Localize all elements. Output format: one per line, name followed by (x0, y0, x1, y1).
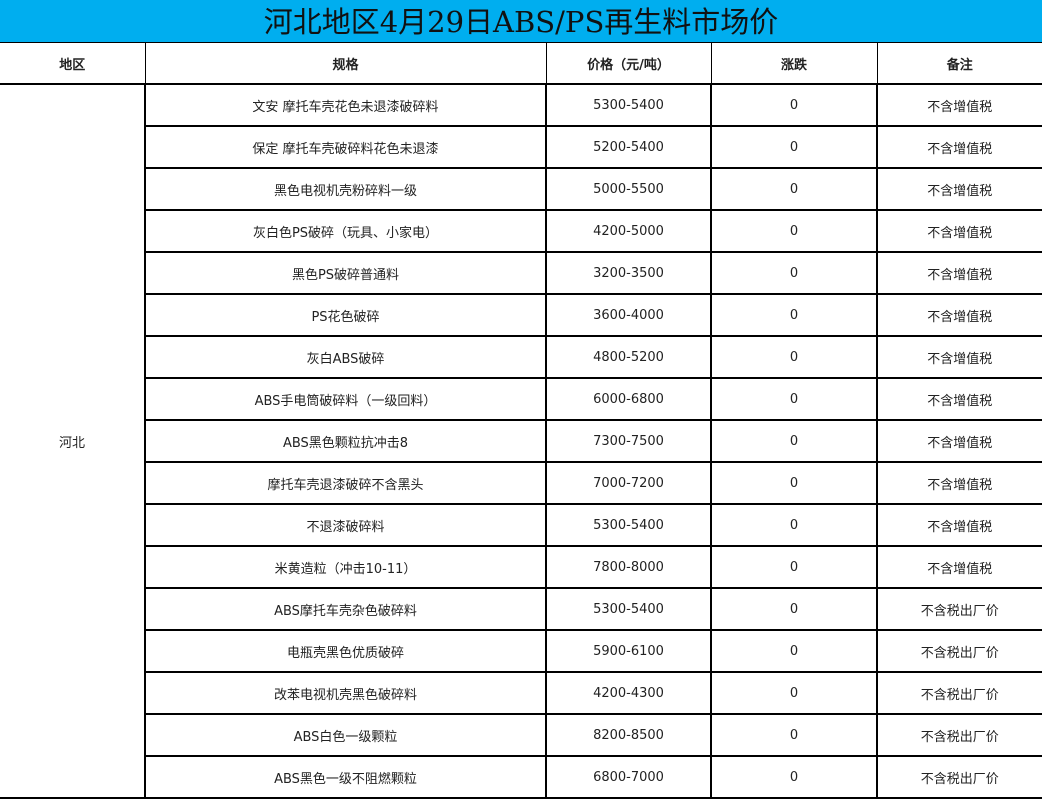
spec-cell: 不退漆破碎料 (144, 503, 547, 547)
spec-cell: ABS摩托车壳杂色破碎料 (144, 587, 547, 631)
change-cell: 0 (710, 545, 878, 589)
table-row: 保定 摩托车壳破碎料花色未退漆 5200-5400 0 不含增值税 (0, 125, 1042, 169)
price-cell: 3200-3500 (545, 251, 712, 295)
price-cell: 5200-5400 (545, 125, 712, 169)
note-cell: 不含税出厂价 (876, 671, 1042, 715)
change-cell: 0 (710, 671, 878, 715)
spec-cell: ABS白色一级颗粒 (144, 713, 547, 757)
change-cell: 0 (710, 167, 878, 211)
spec-cell: PS花色破碎 (144, 293, 547, 337)
note-cell: 不含增值税 (876, 461, 1042, 505)
spec-cell: 灰白ABS破碎 (144, 335, 547, 379)
note-cell: 不含税出厂价 (876, 755, 1042, 799)
table-row: 不退漆破碎料 5300-5400 0 不含增值税 (0, 503, 1042, 547)
change-cell: 0 (710, 251, 878, 295)
header-change: 涨跌 (711, 43, 878, 85)
table-row: ABS白色一级颗粒 8200-8500 0 不含税出厂价 (0, 713, 1042, 757)
note-cell: 不含税出厂价 (876, 629, 1042, 673)
note-cell: 不含税出厂价 (876, 713, 1042, 757)
table-row: 黑色电视机壳粉碎料一级 5000-5500 0 不含增值税 (0, 167, 1042, 211)
header-row: 地区 规格 价格（元/吨） 涨跌 备注 (0, 43, 1042, 85)
note-cell: 不含税出厂价 (876, 587, 1042, 631)
change-cell: 0 (710, 125, 878, 169)
price-cell: 5000-5500 (545, 167, 712, 211)
change-cell: 0 (710, 377, 878, 421)
table-row: 灰白ABS破碎 4800-5200 0 不含增值税 (0, 335, 1042, 379)
table-row: ABS黑色一级不阻燃颗粒 6800-7000 0 不含税出厂价 (0, 755, 1042, 799)
table-row: ABS手电筒破碎料（一级回料） 6000-6800 0 不含增值税 (0, 377, 1042, 421)
change-cell: 0 (710, 209, 878, 253)
table-row: 改苯电视机壳黑色破碎料 4200-4300 0 不含税出厂价 (0, 671, 1042, 715)
region-cell: 河北 (0, 84, 146, 799)
price-cell: 4800-5200 (545, 335, 712, 379)
price-cell: 8200-8500 (545, 713, 712, 757)
header-price: 价格（元/吨） (546, 43, 712, 85)
price-cell: 7800-8000 (545, 545, 712, 589)
change-cell: 0 (710, 335, 878, 379)
note-cell: 不含增值税 (876, 251, 1042, 295)
price-cell: 5900-6100 (545, 629, 712, 673)
price-cell: 3600-4000 (545, 293, 712, 337)
spec-cell: ABS黑色颗粒抗冲击8 (144, 419, 547, 463)
page-title: 河北地区4月29日ABS/PS再生料市场价 (0, 0, 1042, 43)
table-row: 黑色PS破碎普通料 3200-3500 0 不含增值税 (0, 251, 1042, 295)
price-cell: 4200-5000 (545, 209, 712, 253)
spec-cell: ABS手电筒破碎料（一级回料） (144, 377, 547, 421)
note-cell: 不含增值税 (876, 335, 1042, 379)
table-row: 摩托车壳退漆破碎不含黑头 7000-7200 0 不含增值税 (0, 461, 1042, 505)
spec-cell: 改苯电视机壳黑色破碎料 (144, 671, 547, 715)
note-cell: 不含增值税 (876, 125, 1042, 169)
price-cell: 6000-6800 (545, 377, 712, 421)
change-cell: 0 (710, 629, 878, 673)
note-cell: 不含增值税 (876, 293, 1042, 337)
spec-cell: 保定 摩托车壳破碎料花色未退漆 (144, 125, 547, 169)
price-cell: 5300-5400 (545, 587, 712, 631)
spec-cell: 摩托车壳退漆破碎不含黑头 (144, 461, 547, 505)
spec-cell: 灰白色PS破碎（玩具、小家电） (144, 209, 547, 253)
header-region: 地区 (0, 43, 146, 85)
price-cell: 5300-5400 (545, 503, 712, 547)
spec-cell: 文安 摩托车壳花色未退漆破碎料 (144, 83, 547, 127)
spec-cell: 米黄造粒（冲击10-11） (144, 545, 547, 589)
table-row: 河北 文安 摩托车壳花色未退漆破碎料 5300-5400 0 不含增值税 (0, 83, 1042, 799)
price-cell: 5300-5400 (545, 83, 712, 127)
price-table: 地区 规格 价格（元/吨） 涨跌 备注 河北 文安 摩托车壳花色未退漆破碎料 530… (0, 43, 1042, 799)
change-cell: 0 (710, 461, 878, 505)
note-cell: 不含增值税 (876, 545, 1042, 589)
price-cell: 6800-7000 (545, 755, 712, 799)
table-row: ABS摩托车壳杂色破碎料 5300-5400 0 不含税出厂价 (0, 587, 1042, 631)
change-cell: 0 (710, 83, 878, 127)
note-cell: 不含增值税 (876, 167, 1042, 211)
price-cell: 7000-7200 (545, 461, 712, 505)
change-cell: 0 (710, 587, 878, 631)
table-row: ABS黑色颗粒抗冲击8 7300-7500 0 不含增值税 (0, 419, 1042, 463)
note-cell: 不含增值税 (876, 83, 1042, 127)
header-note: 备注 (877, 43, 1042, 85)
note-cell: 不含增值税 (876, 503, 1042, 547)
spec-cell: 黑色电视机壳粉碎料一级 (144, 167, 547, 211)
spec-cell: 电瓶壳黑色优质破碎 (144, 629, 547, 673)
table-row: PS花色破碎 3600-4000 0 不含增值税 (0, 293, 1042, 337)
price-cell: 4200-4300 (545, 671, 712, 715)
table-row: 灰白色PS破碎（玩具、小家电） 4200-5000 0 不含增值税 (0, 209, 1042, 253)
note-cell: 不含增值税 (876, 209, 1042, 253)
change-cell: 0 (710, 503, 878, 547)
change-cell: 0 (710, 419, 878, 463)
change-cell: 0 (710, 713, 878, 757)
change-cell: 0 (710, 755, 878, 799)
table-row: 米黄造粒（冲击10-11） 7800-8000 0 不含增值税 (0, 545, 1042, 589)
table-row: 电瓶壳黑色优质破碎 5900-6100 0 不含税出厂价 (0, 629, 1042, 673)
change-cell: 0 (710, 293, 878, 337)
header-spec: 规格 (145, 43, 547, 85)
spec-cell: 黑色PS破碎普通料 (144, 251, 547, 295)
note-cell: 不含增值税 (876, 419, 1042, 463)
note-cell: 不含增值税 (876, 377, 1042, 421)
price-cell: 7300-7500 (545, 419, 712, 463)
spec-cell: ABS黑色一级不阻燃颗粒 (144, 755, 547, 799)
